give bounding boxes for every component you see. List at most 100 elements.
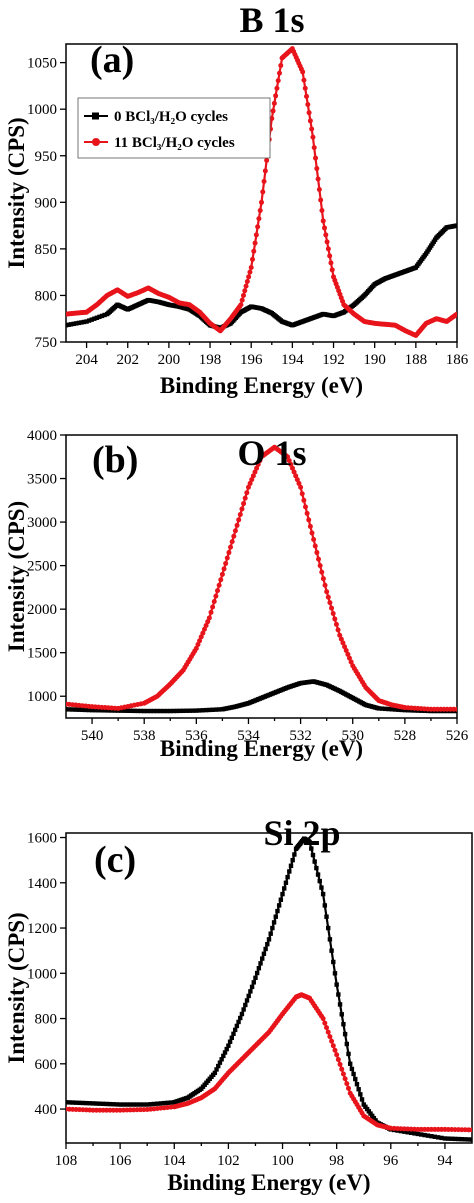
data-point	[218, 577, 224, 583]
data-point	[332, 616, 338, 622]
data-point	[368, 1111, 373, 1116]
chart-title: Si 2p	[263, 813, 340, 853]
series-11-cycles	[66, 46, 457, 338]
data-point	[337, 1061, 343, 1067]
y-axis-title: Intensity (CPS)	[4, 912, 29, 1063]
x-tick-label: 94	[437, 1153, 453, 1169]
legend-entry: 0 BCl₃/H₂O cycles	[84, 109, 228, 125]
data-point	[70, 707, 75, 712]
data-point	[354, 1081, 360, 1087]
y-tick-label: 400	[35, 1102, 58, 1118]
data-point	[310, 852, 316, 858]
y-tick-label: 1400	[27, 876, 57, 892]
data-point	[247, 480, 253, 486]
x-tick-label: 188	[405, 352, 428, 368]
data-point	[306, 110, 312, 116]
x-axis-title: Binding Energy (eV)	[167, 1170, 370, 1195]
data-point	[348, 659, 354, 665]
data-point	[342, 644, 348, 650]
data-point	[222, 1050, 228, 1055]
data-point	[442, 1136, 448, 1141]
y-tick-label: 1200	[27, 921, 57, 937]
data-point	[274, 85, 280, 91]
data-point	[369, 1113, 375, 1119]
data-point	[269, 116, 275, 121]
x-tick-label: 196	[240, 352, 263, 368]
data-point	[74, 321, 79, 326]
data-point	[240, 292, 246, 298]
data-point	[322, 582, 328, 588]
series-0-cycles	[66, 836, 472, 1142]
data-point	[289, 465, 295, 471]
data-point	[290, 857, 295, 863]
data-point	[119, 708, 124, 713]
data-point	[275, 908, 280, 914]
data-point	[425, 1133, 431, 1138]
data-point	[312, 543, 318, 549]
data-point	[161, 1100, 167, 1106]
data-point	[121, 1102, 126, 1107]
data-point	[210, 707, 215, 712]
data-point	[280, 891, 285, 897]
data-point	[292, 852, 297, 857]
data-point	[446, 1136, 451, 1141]
data-point	[231, 1031, 236, 1037]
data-point	[131, 1102, 136, 1107]
data-point	[466, 1137, 471, 1142]
data-point	[236, 1019, 241, 1025]
data-point	[101, 1101, 106, 1107]
y-tick-label: 2000	[27, 602, 57, 618]
data-point	[151, 708, 157, 714]
x-tick-label: 528	[394, 728, 417, 744]
x-tick-label: 104	[163, 1153, 186, 1169]
data-point	[314, 166, 320, 172]
data-point	[96, 708, 101, 713]
data-point	[412, 1131, 417, 1136]
y-tick-label: 3500	[27, 472, 57, 488]
data-point	[270, 108, 276, 114]
data-point	[200, 630, 206, 636]
series-line	[66, 445, 457, 711]
data-point	[249, 477, 255, 483]
data-point	[469, 1127, 472, 1133]
data-point	[306, 517, 312, 523]
data-point	[142, 708, 147, 714]
data-point	[344, 1081, 350, 1087]
data-point	[305, 102, 311, 108]
data-point	[327, 600, 333, 606]
x-axis-title: Binding Energy (eV)	[160, 373, 363, 398]
data-point	[439, 1135, 444, 1141]
data-point	[454, 706, 457, 712]
data-point	[187, 708, 193, 713]
panel-label: (a)	[90, 39, 134, 81]
data-point	[197, 638, 203, 644]
data-point	[86, 707, 92, 713]
data-point	[255, 224, 261, 230]
data-point	[198, 634, 204, 640]
legend-circle-marker	[92, 138, 100, 146]
panel-label: (b)	[92, 439, 138, 481]
data-point	[463, 1137, 468, 1142]
series-11-cycles	[66, 444, 457, 712]
data-point	[322, 1020, 328, 1026]
data-point	[255, 461, 261, 467]
y-tick-label: 3000	[27, 515, 57, 531]
data-point	[76, 707, 82, 712]
plot-frame	[65, 434, 458, 719]
data-point	[342, 1076, 348, 1082]
data-point	[320, 891, 326, 897]
data-point	[203, 707, 209, 713]
data-point	[263, 946, 268, 952]
plot-frame	[65, 832, 473, 1144]
x-tick-label: 200	[158, 352, 181, 368]
data-point	[214, 1067, 219, 1072]
data-point	[383, 706, 388, 712]
data-point	[396, 707, 401, 712]
data-point	[311, 145, 317, 151]
data-point	[141, 1102, 147, 1107]
data-point	[322, 903, 328, 908]
x-tick-label: 186	[446, 352, 469, 368]
data-point	[327, 1034, 333, 1040]
data-point	[221, 1053, 226, 1059]
